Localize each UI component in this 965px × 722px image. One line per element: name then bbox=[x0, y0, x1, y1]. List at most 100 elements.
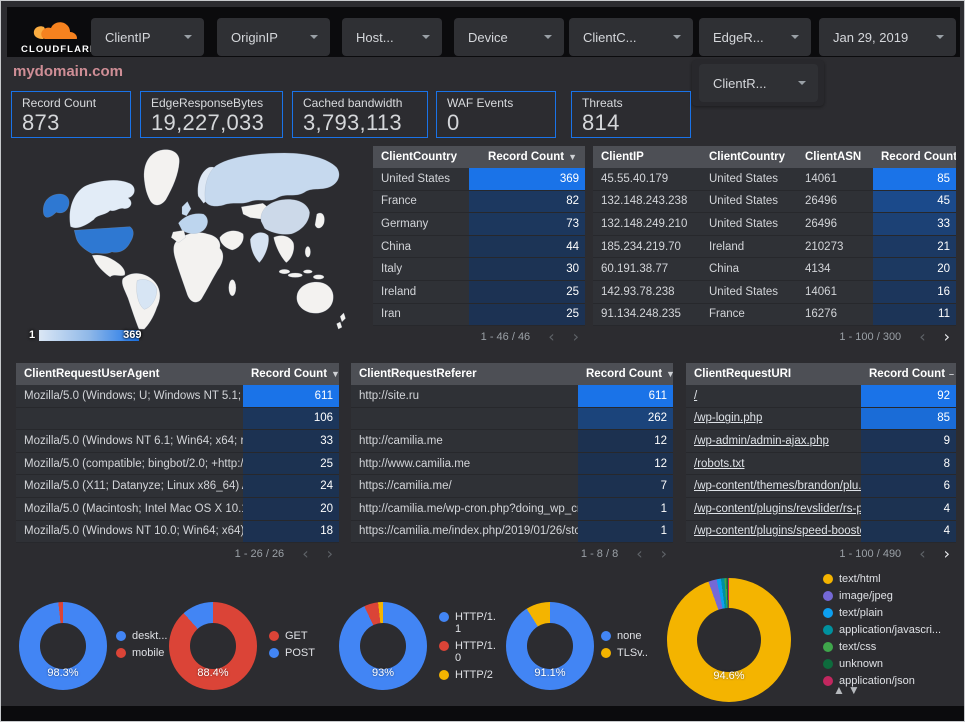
next-page-icon[interactable]: › bbox=[943, 326, 950, 346]
table-row[interactable]: Mozilla/5.0 (Macintosh; Intel Mac OS X 1… bbox=[16, 497, 339, 521]
legend-item[interactable]: image/jpeg bbox=[823, 590, 941, 602]
legend-item[interactable]: mobile bbox=[116, 647, 167, 659]
filter-originip[interactable]: OriginIP bbox=[217, 18, 330, 56]
legend-item[interactable]: application/json bbox=[823, 675, 941, 687]
world-map[interactable] bbox=[11, 144, 371, 330]
donut-content-type[interactable]: 94.6% bbox=[667, 578, 791, 702]
next-page-icon[interactable]: › bbox=[943, 543, 950, 563]
table-cell[interactable]: /robots.txt bbox=[694, 457, 745, 470]
table-row[interactable]: http://camilia.me/wp-cron.php?doing_wp_c… bbox=[351, 497, 673, 521]
column-header-record-count[interactable]: Record Count▼ bbox=[578, 368, 673, 380]
column-header-record-count[interactable]: Record Count▼ bbox=[243, 368, 339, 380]
table-row[interactable]: http://www.camilia.me 12 bbox=[351, 452, 673, 476]
legend-scroll-arrows[interactable]: ▲▼ bbox=[833, 683, 863, 697]
table-row[interactable]: Mozilla/5.0 (Windows; U; Windows NT 5.1;… bbox=[16, 385, 339, 408]
legend-item[interactable]: HTTP/2 bbox=[439, 669, 501, 681]
filter-clientrequest[interactable]: ClientR... bbox=[699, 64, 818, 102]
table-row[interactable]: Germany 73 bbox=[373, 213, 585, 236]
table-row[interactable]: Mozilla/5.0 (X11; Datanyze; Linux x86_64… bbox=[16, 475, 339, 498]
table-cell: United States bbox=[709, 172, 779, 185]
legend-item[interactable]: POST bbox=[269, 647, 315, 659]
filter-edgeresponse[interactable]: EdgeR... bbox=[699, 18, 811, 56]
legend-item[interactable]: application/javascri... bbox=[823, 624, 941, 636]
table-cell[interactable]: /wp-content/themes/brandon/plu... bbox=[694, 480, 861, 493]
table-row[interactable]: /robots.txt 8 bbox=[686, 452, 956, 476]
table-row[interactable]: http://site.ru 611 bbox=[351, 385, 673, 408]
table-row[interactable]: Ireland 25 bbox=[373, 280, 585, 304]
column-header-clientasn[interactable]: ClientASN bbox=[805, 151, 862, 163]
legend-item[interactable]: deskt... bbox=[116, 630, 167, 642]
table-row[interactable]: Mozilla/5.0 (compatible; bingbot/2.0; +h… bbox=[16, 452, 339, 476]
scroll-up-icon[interactable]: ▲ bbox=[833, 683, 848, 697]
donut-request-method[interactable]: 88.4% bbox=[169, 602, 257, 690]
table-row[interactable]: Italy 30 bbox=[373, 258, 585, 281]
table-row[interactable]: Iran 25 bbox=[373, 303, 585, 327]
table-row[interactable]: 132.148.243.238 United States 26496 45 bbox=[593, 190, 956, 214]
filter-clientip[interactable]: ClientIP bbox=[91, 18, 204, 56]
table-row[interactable]: /wp-login.php 85 bbox=[686, 407, 956, 431]
legend-item[interactable]: HTTP/1.0 bbox=[439, 640, 501, 664]
table-row[interactable]: 91.134.248.235 France 16276 11 bbox=[593, 303, 956, 327]
filter-device[interactable]: Device bbox=[454, 18, 564, 56]
table-row[interactable]: Mozilla/5.0 (Windows NT 10.0; Win64; x64… bbox=[16, 520, 339, 544]
legend-item[interactable]: unknown bbox=[823, 658, 941, 670]
table-row[interactable]: 60.191.38.77 China 4134 20 bbox=[593, 258, 956, 281]
filter-host[interactable]: Host... bbox=[342, 18, 442, 56]
table-cell[interactable]: /wp-content/plugins/revslider/rs-p... bbox=[694, 502, 861, 515]
table-cell[interactable]: /wp-content/plugins/speed-booste... bbox=[694, 525, 861, 538]
next-page-icon[interactable]: › bbox=[326, 543, 333, 563]
column-header-clientrequestuseragent[interactable]: ClientRequestUserAgent bbox=[24, 368, 160, 380]
donut-http-version[interactable]: 93% bbox=[339, 602, 427, 690]
table-row[interactable]: 142.93.78.238 United States 14061 16 bbox=[593, 280, 956, 304]
table-cell[interactable]: / bbox=[694, 389, 698, 402]
table-row[interactable]: / 92 bbox=[686, 385, 956, 408]
column-header-record-count[interactable]: Record Count– bbox=[869, 368, 955, 380]
table-cell[interactable]: /wp-admin/admin-ajax.php bbox=[694, 434, 829, 447]
table-row[interactable]: /wp-admin/admin-ajax.php 9 bbox=[686, 430, 956, 453]
table-row[interactable]: United States 369 bbox=[373, 168, 585, 191]
legend-item[interactable]: text/css bbox=[823, 641, 941, 653]
table-row[interactable]: https://camilia.me/7 bbox=[351, 475, 673, 498]
column-header-clientip[interactable]: ClientIP bbox=[601, 151, 644, 163]
table-row[interactable]: /wp-content/plugins/revslider/rs-p... 4 bbox=[686, 497, 956, 521]
table-row[interactable]: https://camilia.me/index.php/2019/01/26/… bbox=[351, 520, 673, 544]
legend-item[interactable]: TLSv.. bbox=[601, 647, 648, 659]
prev-page-icon[interactable]: ‹ bbox=[302, 543, 309, 563]
filter-clientcountry[interactable]: ClientC... bbox=[569, 18, 693, 56]
column-header-record-count[interactable]: Record Count▼ bbox=[488, 151, 577, 163]
next-page-icon[interactable]: › bbox=[660, 543, 667, 563]
scroll-down-icon[interactable]: ▼ bbox=[847, 683, 863, 697]
column-header-clientrequesturi[interactable]: ClientRequestURI bbox=[694, 368, 792, 380]
table-row[interactable]: Mozilla/5.0 (Windows NT 6.1; Win64; x64;… bbox=[16, 430, 339, 453]
table-row[interactable]: /wp-content/themes/brandon/plu... 6 bbox=[686, 475, 956, 498]
geo-map[interactable]: 1 369 bbox=[11, 144, 371, 351]
column-header-record-count[interactable]: Record Count– bbox=[881, 151, 956, 163]
table-row[interactable]: France 82 bbox=[373, 190, 585, 214]
legend-item[interactable]: HTTP/1.1 bbox=[439, 611, 501, 635]
prev-page-icon[interactable]: ‹ bbox=[548, 326, 555, 346]
donut-device-type[interactable]: 98.3% bbox=[19, 602, 107, 690]
table-cell[interactable]: /wp-login.php bbox=[694, 412, 763, 425]
prev-page-icon[interactable]: ‹ bbox=[919, 326, 926, 346]
legend-item[interactable]: GET bbox=[269, 630, 315, 642]
table-row[interactable]: 262 bbox=[351, 407, 673, 431]
prev-page-icon[interactable]: ‹ bbox=[636, 543, 643, 563]
table-row[interactable]: 45.55.40.179 United States 14061 85 bbox=[593, 168, 956, 191]
filter-date-range[interactable]: Jan 29, 2019 bbox=[819, 18, 956, 56]
column-header-clientrequestreferer[interactable]: ClientRequestReferer bbox=[359, 368, 477, 380]
donut-tls-version[interactable]: 91.1% bbox=[506, 602, 594, 690]
table-row[interactable]: China 44 bbox=[373, 235, 585, 259]
table-row[interactable]: 132.148.249.210 United States 26496 33 bbox=[593, 213, 956, 236]
legend-item[interactable]: text/html bbox=[823, 573, 941, 585]
legend-item[interactable]: none bbox=[601, 630, 648, 642]
prev-page-icon[interactable]: ‹ bbox=[919, 543, 926, 563]
table-row[interactable]: 106 bbox=[16, 407, 339, 431]
table-row[interactable]: http://camilia.me 12 bbox=[351, 430, 673, 453]
column-header-clientcountry[interactable]: ClientCountry bbox=[381, 151, 458, 163]
column-header-clientcountry[interactable]: ClientCountry bbox=[709, 151, 786, 163]
table-row[interactable]: 185.234.219.70 Ireland 210273 21 bbox=[593, 235, 956, 259]
legend-item[interactable]: text/plain bbox=[823, 607, 941, 619]
table-row[interactable]: /wp-content/plugins/speed-booste... 4 bbox=[686, 520, 956, 544]
table-cell: http://camilia.me/wp-cron.php?doing_wp_c… bbox=[359, 502, 578, 515]
next-page-icon[interactable]: › bbox=[572, 326, 579, 346]
